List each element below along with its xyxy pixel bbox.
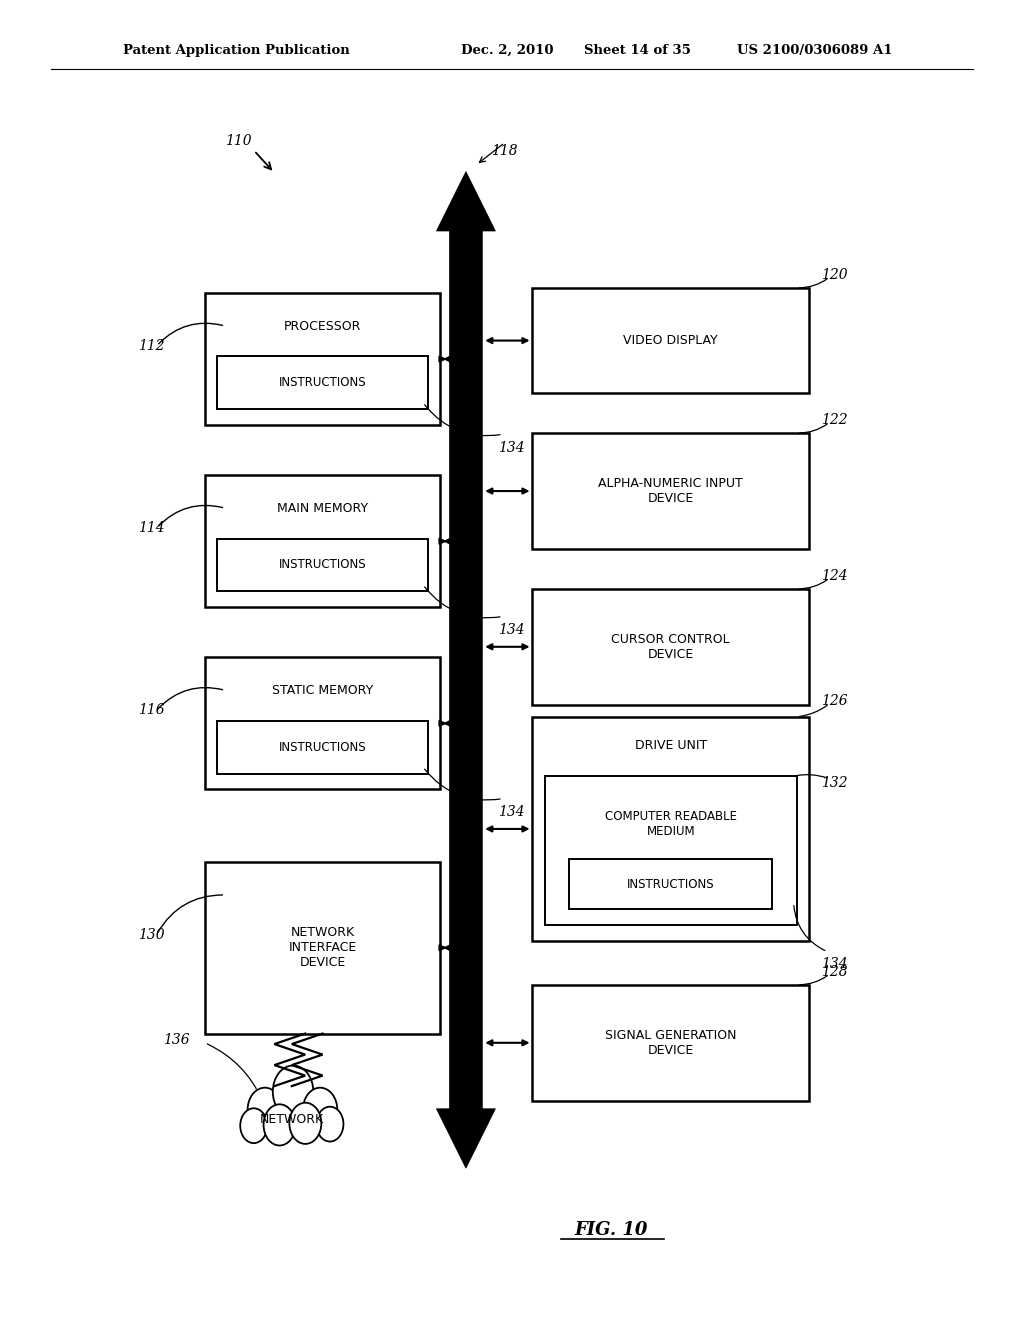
Text: US 2100/0306089 A1: US 2100/0306089 A1 <box>737 44 893 57</box>
Circle shape <box>263 1105 296 1146</box>
Circle shape <box>303 1088 337 1133</box>
Text: INSTRUCTIONS: INSTRUCTIONS <box>279 558 367 572</box>
Text: INSTRUCTIONS: INSTRUCTIONS <box>627 878 715 891</box>
Text: 134: 134 <box>498 623 524 638</box>
Bar <box>545 776 797 925</box>
Text: NETWORK: NETWORK <box>260 1113 324 1126</box>
Bar <box>217 356 428 409</box>
Circle shape <box>241 1109 267 1143</box>
Ellipse shape <box>246 1077 338 1144</box>
Text: Sheet 14 of 35: Sheet 14 of 35 <box>584 44 690 57</box>
Text: 124: 124 <box>821 569 848 582</box>
Circle shape <box>272 1065 313 1118</box>
Text: MAIN MEMORY: MAIN MEMORY <box>278 502 368 515</box>
Text: 112: 112 <box>138 339 165 352</box>
Text: INSTRUCTIONS: INSTRUCTIONS <box>279 741 367 754</box>
Bar <box>217 539 428 591</box>
Text: CURSOR CONTROL
DEVICE: CURSOR CONTROL DEVICE <box>611 632 730 661</box>
Bar <box>532 717 809 941</box>
Circle shape <box>248 1088 282 1133</box>
Text: 126: 126 <box>821 694 848 708</box>
Bar <box>532 589 809 705</box>
Text: COMPUTER READABLE
MEDIUM: COMPUTER READABLE MEDIUM <box>605 810 736 838</box>
Text: 120: 120 <box>821 268 848 281</box>
Text: VIDEO DISPLAY: VIDEO DISPLAY <box>624 334 718 347</box>
Bar <box>569 859 772 909</box>
Text: NETWORK
INTERFACE
DEVICE: NETWORK INTERFACE DEVICE <box>289 927 356 969</box>
Bar <box>205 862 440 1034</box>
Bar <box>532 288 809 393</box>
Bar <box>532 433 809 549</box>
Text: SIGNAL GENERATION
DEVICE: SIGNAL GENERATION DEVICE <box>605 1028 736 1057</box>
Text: FIG. 10: FIG. 10 <box>574 1221 648 1239</box>
Text: 134: 134 <box>821 957 848 972</box>
Text: 134: 134 <box>498 441 524 455</box>
Text: 118: 118 <box>492 144 518 158</box>
Bar <box>532 985 809 1101</box>
Circle shape <box>316 1106 343 1142</box>
Text: Dec. 2, 2010: Dec. 2, 2010 <box>461 44 553 57</box>
Text: 132: 132 <box>821 776 848 789</box>
Text: Patent Application Publication: Patent Application Publication <box>123 44 349 57</box>
Text: PROCESSOR: PROCESSOR <box>284 319 361 333</box>
Polygon shape <box>436 172 496 1168</box>
Text: DRIVE UNIT: DRIVE UNIT <box>635 739 707 752</box>
Text: 130: 130 <box>138 928 165 941</box>
Bar <box>205 657 440 789</box>
Text: 116: 116 <box>138 704 165 717</box>
Text: 114: 114 <box>138 521 165 535</box>
Text: STATIC MEMORY: STATIC MEMORY <box>272 684 373 697</box>
Text: 134: 134 <box>498 805 524 820</box>
Text: 122: 122 <box>821 413 848 426</box>
Bar <box>205 475 440 607</box>
Text: ALPHA-NUMERIC INPUT
DEVICE: ALPHA-NUMERIC INPUT DEVICE <box>598 477 743 506</box>
Text: 110: 110 <box>225 135 252 148</box>
Circle shape <box>290 1102 322 1144</box>
Bar <box>205 293 440 425</box>
Bar <box>217 721 428 774</box>
Text: 136: 136 <box>163 1034 189 1047</box>
Text: INSTRUCTIONS: INSTRUCTIONS <box>279 376 367 389</box>
Text: 128: 128 <box>821 965 848 978</box>
